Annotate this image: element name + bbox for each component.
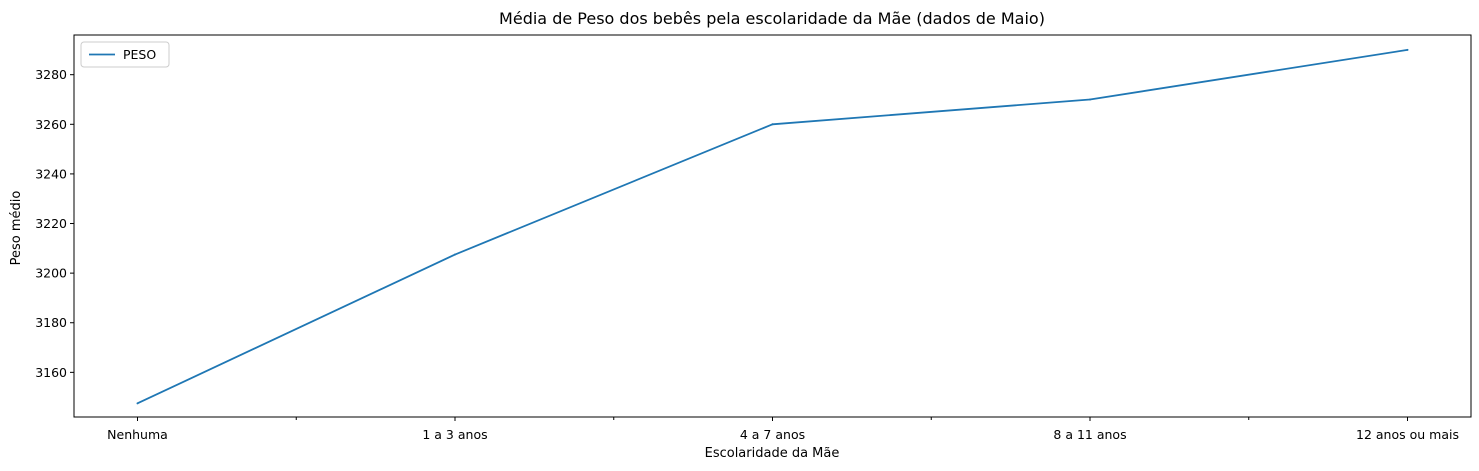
x-tick-label: 1 a 3 anos — [422, 427, 487, 442]
data-point — [771, 123, 774, 126]
legend-box — [80, 41, 170, 68]
x-tick-label: 8 a 11 anos — [1053, 427, 1126, 442]
chart-title: Média de Peso dos bebês pela escolaridad… — [499, 9, 1045, 28]
series-line — [137, 48, 1408, 405]
plot-area: 3160 3180 3200 3220 3240 3260 3280 Nenhuma 1 a 3… — [35, 34, 1472, 442]
y-axis-label: Peso médio — [9, 191, 24, 266]
x-tick-label: Nenhuma — [107, 427, 168, 442]
data-point — [1406, 48, 1409, 51]
y-tick-label: 3260 — [35, 117, 67, 132]
x-tick-label: 4 a 7 anos — [740, 427, 805, 442]
plot-frame — [73, 34, 1472, 418]
y-tick-label: 3280 — [35, 67, 67, 82]
y-tick-label: 3240 — [35, 166, 67, 181]
x-axis-label: Escolaridade da Mãe — [705, 446, 840, 461]
data-point — [1089, 98, 1091, 101]
x-tick-label: 12 anos ou mais — [1356, 427, 1459, 442]
y-tick-label: 3220 — [35, 216, 67, 231]
y-tick-label: 3160 — [35, 365, 67, 380]
data-point — [454, 253, 456, 256]
data-point — [136, 402, 139, 405]
legend-label: PESO — [123, 47, 156, 62]
y-tick-label: 3200 — [35, 266, 67, 281]
y-tick-label: 3180 — [35, 315, 67, 330]
